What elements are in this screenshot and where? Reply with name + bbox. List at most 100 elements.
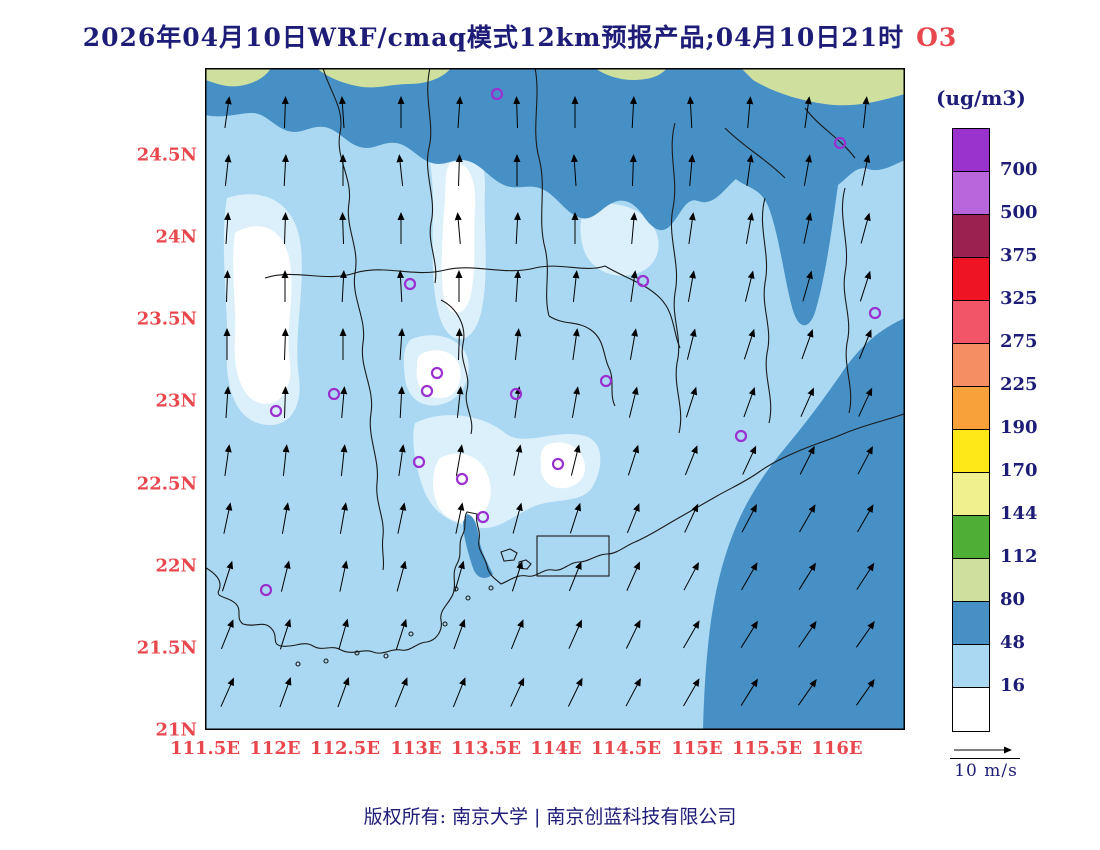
- legend-tick-label: 48: [1000, 632, 1026, 653]
- island: [465, 595, 471, 601]
- wind-arrow: [452, 677, 466, 708]
- legend-cell: [953, 301, 989, 344]
- lat-label: 21N: [155, 719, 197, 741]
- station-marker: [269, 404, 283, 418]
- wind-arrow: [683, 678, 700, 707]
- wind-arrow: [684, 445, 698, 476]
- wind-arrow: [862, 96, 870, 128]
- island: [500, 548, 518, 562]
- lat-label: 22N: [155, 555, 197, 577]
- lon-label: 112.5E: [309, 738, 381, 759]
- station-marker: [734, 429, 748, 443]
- wind-arrow: [802, 270, 813, 302]
- wind-arrow: [570, 444, 581, 476]
- wind-arrow: [804, 96, 812, 128]
- wind-arrow: [511, 560, 524, 592]
- legend-tick-label: 112: [1000, 546, 1038, 567]
- wind-arrow: [279, 618, 292, 650]
- wind-arrow: [397, 502, 407, 534]
- wind-arrow: [339, 502, 349, 534]
- island: [383, 653, 389, 659]
- wind-arrow: [224, 444, 232, 476]
- legend-tick-label: 275: [1000, 331, 1038, 352]
- wind-arrow: [858, 387, 873, 417]
- wind-arrow: [512, 502, 523, 534]
- wind-arrow: [741, 562, 758, 591]
- legend-cell: [953, 215, 989, 258]
- wind-arrow: [856, 562, 875, 590]
- wind-arrow: [626, 561, 640, 591]
- station-marker: [551, 457, 565, 471]
- wind-arrow: [855, 679, 875, 706]
- wind-arrow: [455, 444, 465, 476]
- wind-arrow: [398, 328, 406, 361]
- legend-tick-label: 170: [1000, 460, 1038, 481]
- legend-tick-label: 375: [1000, 245, 1038, 266]
- lon-label: 115E: [671, 738, 723, 759]
- wind-arrow: [746, 96, 754, 128]
- station-marker: [868, 306, 882, 320]
- wind-arrow: [340, 444, 348, 476]
- lat-label: 23N: [155, 390, 197, 412]
- wind-arrow: [224, 212, 232, 245]
- wind-arrow: [798, 562, 816, 590]
- wind-scale-arrow-icon: [950, 746, 1020, 759]
- wind-scale: 10 m/s: [950, 742, 1022, 781]
- station-marker: [327, 387, 341, 401]
- wind-arrow: [454, 212, 462, 244]
- wind-arrow: [514, 328, 522, 360]
- island: [408, 631, 414, 637]
- legend-cell: [953, 516, 989, 559]
- wind-arrow: [456, 386, 464, 418]
- wind-arrow: [455, 154, 463, 187]
- legend-cell: [953, 258, 989, 301]
- wind-arrow: [281, 328, 289, 361]
- island: [323, 658, 329, 664]
- legend-tick-label: 500: [1000, 202, 1038, 223]
- wind-arrow: [687, 96, 695, 129]
- wind-arrow: [338, 618, 349, 650]
- wind-arrow-field: [220, 96, 875, 708]
- province-boundary: [426, 68, 437, 284]
- province-boundary: [841, 187, 852, 414]
- wind-arrow: [630, 212, 638, 244]
- wind-arrow: [514, 270, 522, 303]
- wind-arrow: [567, 677, 583, 707]
- province-boundary: [724, 107, 856, 179]
- wind-arrow: [513, 96, 521, 129]
- lat-label: 24N: [155, 226, 197, 248]
- wind-arrow: [800, 387, 814, 417]
- wind-arrow: [688, 154, 696, 186]
- lon-label: 116E: [811, 738, 863, 759]
- wind-arrow: [797, 679, 817, 706]
- province-boundary: [322, 68, 385, 571]
- wind-arrow: [629, 96, 637, 129]
- wind-arrow: [340, 386, 348, 418]
- wind-arrow: [744, 270, 755, 302]
- wind-arrow: [803, 212, 813, 244]
- wind-arrow: [683, 562, 699, 591]
- province-boundary: [548, 315, 616, 407]
- wind-arrow: [743, 328, 756, 360]
- wind-arrow: [396, 560, 407, 592]
- wind-arrow: [397, 270, 405, 303]
- island: [488, 585, 494, 591]
- map-area: [205, 68, 905, 730]
- page-title: 2026年04月10日WRF/cmaq模式12km预报产品;04月10日21时 O…: [0, 18, 1040, 54]
- wind-arrow: [395, 618, 408, 650]
- island: [295, 661, 301, 667]
- wind-arrow: [742, 445, 757, 475]
- wind-arrow: [625, 678, 641, 707]
- province-boundary: [440, 299, 473, 435]
- wind-arrow: [626, 503, 640, 534]
- wind-arrow: [513, 212, 521, 245]
- wind-arrow: [803, 154, 813, 186]
- station-marker: [490, 87, 504, 101]
- station-marker: [420, 384, 434, 398]
- wind-arrow: [572, 328, 580, 360]
- legend-tick-label: 144: [1000, 503, 1038, 524]
- wind-arrow: [281, 212, 289, 245]
- legend-tick-label: 80: [1000, 589, 1026, 610]
- wind-scale-label: 10 m/s: [954, 761, 1018, 781]
- wind-arrow: [397, 386, 405, 419]
